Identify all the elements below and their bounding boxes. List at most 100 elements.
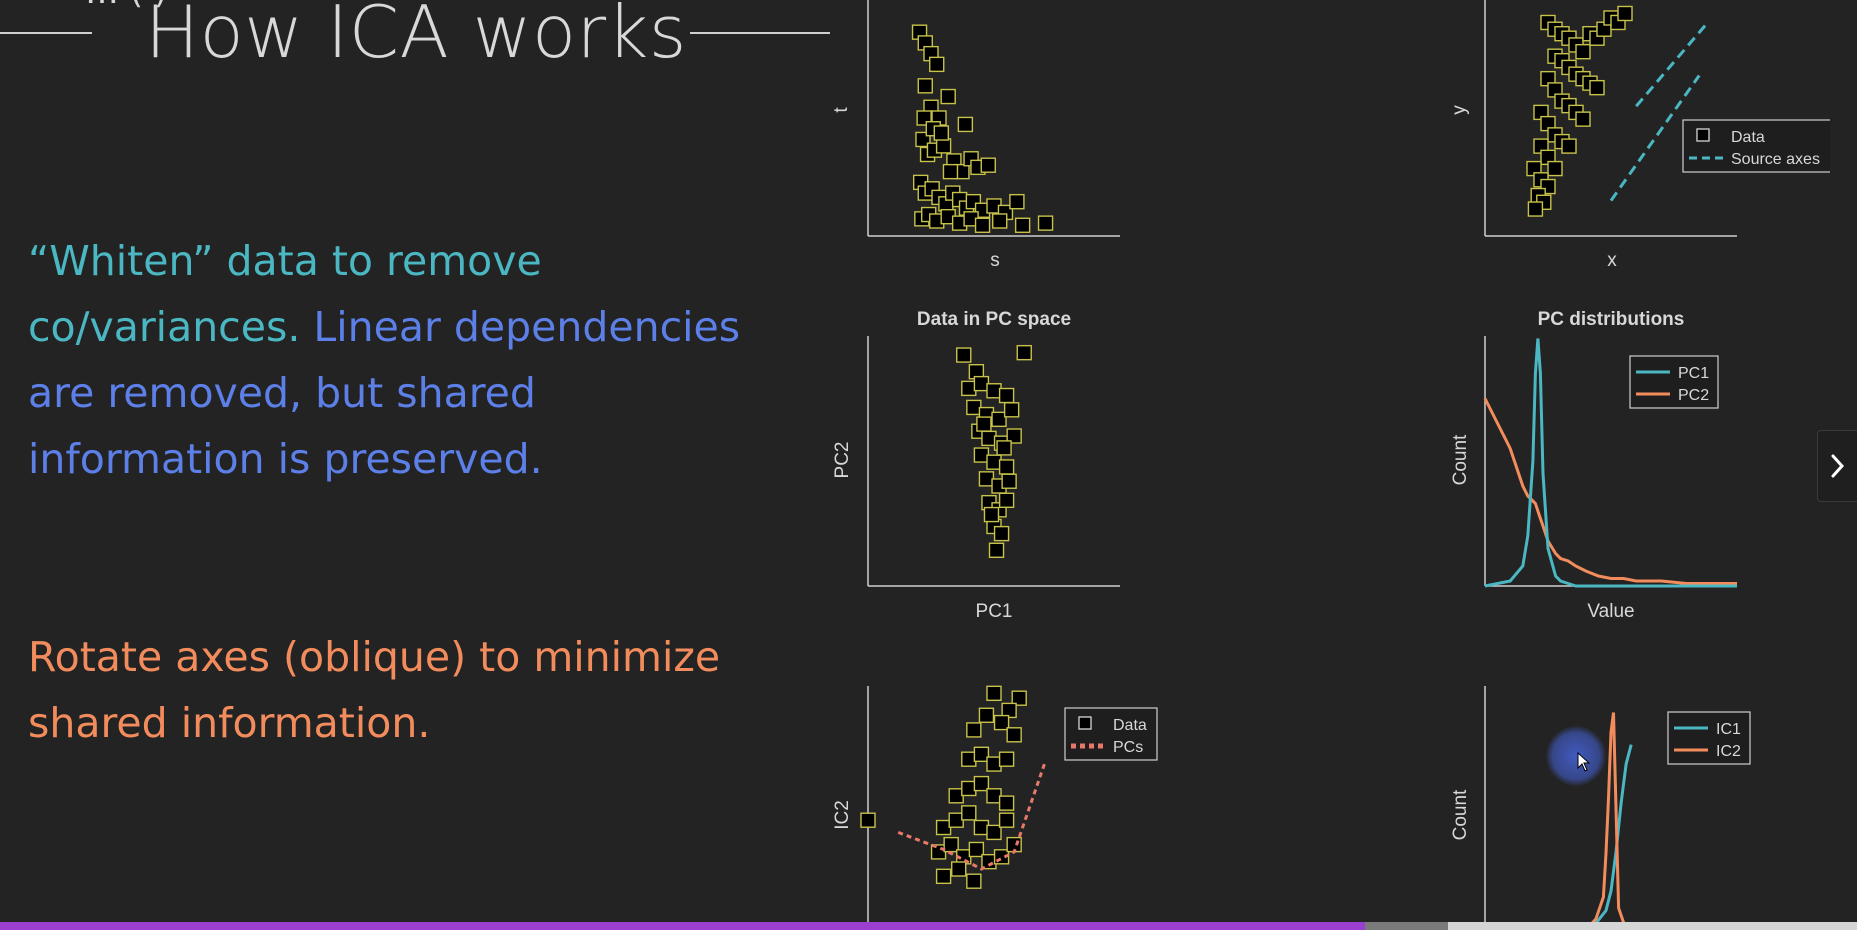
pc-space-panel-point bbox=[1006, 428, 1022, 444]
mixed-panel-source-axis bbox=[1635, 22, 1708, 108]
pc-space-title: Data in PC space bbox=[917, 309, 1071, 330]
ic-space-panel-point bbox=[966, 722, 982, 738]
pc-space-panel-point bbox=[1016, 344, 1032, 361]
rotate-paragraph: Rotate axes (oblique) to minimize shared… bbox=[28, 633, 721, 747]
ic-space-legend-label: PCs bbox=[1113, 739, 1143, 756]
whiten-text-blue: Linear dependencies are removed, but sha… bbox=[28, 303, 741, 483]
ic-space-panel-point bbox=[935, 868, 952, 885]
pc-dist-xlabel: Value bbox=[1587, 601, 1634, 622]
source-panel-point bbox=[935, 138, 952, 154]
pc-space-panel-point bbox=[956, 347, 972, 363]
pc-space-panel-point bbox=[998, 492, 1015, 508]
source-panel-point bbox=[1037, 215, 1054, 231]
whiten-paragraph: “Whiten” data to remove co/variances. Li… bbox=[28, 228, 768, 492]
title-right-rule bbox=[690, 32, 830, 34]
ic-space-ylabel: IC2 bbox=[832, 800, 853, 830]
pointer-icon bbox=[1577, 752, 1591, 772]
next-slide-button[interactable] bbox=[1817, 430, 1857, 502]
mixed-panel-point bbox=[1561, 138, 1577, 154]
ic-space-panel-point bbox=[998, 812, 1015, 828]
source-panel-point bbox=[940, 88, 956, 105]
mixed-legend-label: Data bbox=[1731, 129, 1765, 146]
source-panel-ylabel: t bbox=[831, 107, 852, 113]
ic-space-panel-point bbox=[986, 685, 1002, 702]
pc-space-panel-point bbox=[1003, 402, 1020, 418]
mixed-panel-source-axis bbox=[1609, 74, 1701, 202]
ic-space-panel-point bbox=[993, 714, 1010, 731]
source-panel-point bbox=[1014, 217, 1031, 233]
pc-dist-legend-label: PC1 bbox=[1678, 365, 1709, 382]
mixed-panel-point bbox=[1547, 160, 1563, 177]
pc-space-panel-point bbox=[966, 399, 982, 416]
pc-space-panel-point bbox=[998, 387, 1015, 404]
ic-space-pcs-line bbox=[897, 763, 1046, 871]
ic-space-panel-point bbox=[998, 751, 1015, 767]
whiten-text-teal: “Whiten” data to remove co/variances. bbox=[28, 237, 542, 351]
ic-space-panel-point bbox=[973, 746, 990, 763]
source-panel-point bbox=[1009, 193, 1025, 210]
ic-dist-legend-label: IC1 bbox=[1716, 721, 1741, 738]
video-progress-bar[interactable] bbox=[0, 922, 1857, 930]
ic-space-panel-point bbox=[978, 707, 995, 723]
ic-space-panel-point bbox=[998, 795, 1015, 811]
source-panel-point bbox=[942, 163, 959, 180]
ic-space-legend-label: Data bbox=[1113, 717, 1147, 734]
ic-space-panel-point bbox=[966, 873, 982, 889]
ic-space-panel-point bbox=[986, 824, 1002, 841]
source-panel-point bbox=[917, 78, 933, 94]
pc-space-panel-point bbox=[988, 542, 1005, 558]
ic-space-legend-marker bbox=[1078, 716, 1092, 730]
ic-dist-legend-box bbox=[1667, 711, 1751, 765]
ic-space-panel-point bbox=[943, 836, 959, 853]
source-panel-point bbox=[933, 125, 950, 141]
pc-dist-title: PC distributions bbox=[1538, 309, 1685, 330]
pc-space-panel-point bbox=[983, 506, 1000, 523]
pc-space-panel-point bbox=[996, 440, 1012, 456]
mixed-panel-point bbox=[1575, 111, 1591, 127]
pc-dist-ylabel: Count bbox=[1450, 434, 1471, 485]
slide-title-area: … ( ) How ICA works bbox=[0, 0, 840, 74]
pc-space-panel-point bbox=[1001, 473, 1017, 489]
mixed-panel-xlabel: x bbox=[1607, 250, 1617, 271]
ic-space-panel-point bbox=[860, 812, 876, 828]
chevron-right-icon bbox=[1831, 454, 1845, 478]
pc1-distribution-line bbox=[1484, 338, 1737, 588]
pc-dist-legend-label: PC2 bbox=[1678, 387, 1709, 404]
previous-title-fragment: … ( ) bbox=[85, 0, 167, 12]
source-panel-point bbox=[929, 56, 945, 73]
mixed-panel-point bbox=[1527, 201, 1544, 217]
mixed-panel-point bbox=[1617, 5, 1633, 22]
ic-dist-ylabel: Count bbox=[1450, 789, 1471, 840]
source-panel-point bbox=[992, 213, 1008, 229]
mixed-panel-ylabel: y bbox=[1449, 105, 1470, 115]
pc-dist-legend-box bbox=[1629, 355, 1719, 409]
ic-space-panel-point bbox=[1011, 690, 1027, 706]
pc-space-panel-point bbox=[976, 416, 992, 432]
pc-space-panel-point bbox=[998, 459, 1015, 475]
ica-figure: s t x y Data Source axes Data in PC space PC1 PC… bbox=[830, 0, 1834, 930]
title-left-rule bbox=[0, 32, 92, 34]
mixed-panel-point bbox=[1589, 79, 1605, 96]
ic-space-panel-point bbox=[968, 841, 985, 858]
mixed-legend-label: Source axes bbox=[1731, 151, 1820, 168]
pc-space-xlabel: PC1 bbox=[976, 601, 1013, 622]
progress-played bbox=[0, 922, 1365, 930]
ic-space-panel-point bbox=[961, 805, 977, 821]
source-panel-xlabel: s bbox=[990, 250, 1000, 271]
source-panel-point bbox=[974, 217, 991, 233]
cursor-highlight bbox=[1546, 726, 1606, 786]
ic-dist-legend-label: IC2 bbox=[1716, 743, 1741, 760]
mixed-panel-point bbox=[1575, 43, 1591, 60]
slide-title: How ICA works bbox=[145, 0, 687, 74]
source-panel-point bbox=[957, 116, 974, 133]
ic-space-panel-point bbox=[1006, 727, 1022, 743]
pc-space-panel-point bbox=[993, 525, 1010, 542]
source-panel-point bbox=[980, 157, 996, 173]
ic-space-panel-point bbox=[951, 861, 967, 877]
pc-space-ylabel: PC2 bbox=[832, 442, 853, 479]
pc2-distribution-line bbox=[1483, 397, 1737, 585]
pc-space-panel-point bbox=[991, 411, 1007, 428]
ic-space-panel-point bbox=[973, 775, 990, 792]
ic2-distribution-line bbox=[1584, 712, 1628, 930]
